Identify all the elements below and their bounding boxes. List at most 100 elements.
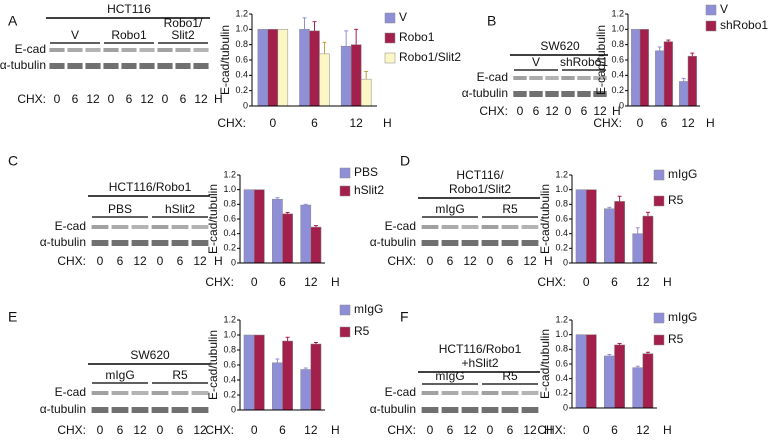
unit-label: H [214, 92, 223, 106]
bar [632, 233, 644, 264]
legend-swatch [653, 169, 665, 181]
x-tick-label: 6 [311, 116, 318, 130]
y-tick-label: 0 [563, 402, 568, 412]
legend-label: V [399, 10, 407, 24]
bar [604, 208, 615, 264]
lane-time: 12 [193, 423, 207, 437]
cell-line: +hSlit2 [461, 356, 498, 370]
x-tick-label: 6 [611, 423, 618, 437]
band [157, 48, 173, 52]
panel-letter: A [8, 13, 18, 29]
lane-time: 6 [581, 104, 588, 118]
x-unit: H [663, 423, 672, 437]
group-label: Slit2 [171, 28, 195, 42]
x-tick-label: 0 [251, 423, 258, 437]
bar [300, 204, 312, 264]
lane-time: 12 [463, 254, 477, 268]
y-tick-label: 0.2 [235, 85, 248, 95]
bar [614, 201, 625, 264]
legend-swatch [339, 185, 351, 197]
band [441, 391, 459, 395]
row-label: E-cad [55, 219, 86, 233]
band [191, 225, 209, 229]
band [521, 225, 539, 229]
y-tick-label: 0 [563, 257, 568, 267]
unit-label: H [544, 423, 553, 437]
band [49, 63, 65, 69]
bar [267, 29, 279, 107]
x-prefix: CHX: [205, 275, 234, 289]
bar [319, 53, 330, 107]
lane-time: 12 [140, 92, 154, 106]
band [111, 407, 129, 413]
x-tick-label: 12 [636, 275, 650, 289]
lane-time: 6 [447, 254, 454, 268]
legend-label: mIgG [354, 302, 383, 316]
row-label: E-cad [385, 385, 416, 399]
lane-time: 0 [162, 92, 169, 106]
lane-time: 6 [126, 92, 133, 106]
y-tick-label: 0 [231, 404, 236, 414]
lane-time: 0 [97, 254, 104, 268]
band [111, 391, 129, 395]
band [191, 407, 209, 413]
band [501, 391, 519, 395]
row-label: E-cad [477, 70, 508, 84]
lane-time: 6 [177, 423, 184, 437]
legend-label: shRobo1 [720, 18, 768, 32]
x-tick-label: 6 [279, 423, 286, 437]
y-tick-label: 1.2 [235, 8, 248, 18]
band [593, 76, 607, 80]
band [421, 407, 439, 413]
bar [604, 355, 615, 409]
x-prefix: CHX: [537, 275, 566, 289]
x-tick-label: 0 [251, 275, 258, 289]
bar [585, 334, 597, 409]
group-label: mIgG [105, 368, 134, 382]
band [421, 391, 439, 395]
lane-time: 0 [487, 423, 494, 437]
y-tick-label: 0.8 [555, 199, 568, 209]
y-tick-label: 1.2 [611, 8, 624, 18]
legend-label: hSlit2 [354, 183, 384, 197]
chx-label: CHX: [57, 423, 86, 437]
group-label: R5 [502, 202, 518, 216]
band [461, 391, 479, 395]
bar [663, 41, 673, 107]
y-tick-label: 0.6 [611, 54, 624, 64]
group-label: mIgG [435, 202, 464, 216]
x-tick-label: 0 [637, 116, 644, 130]
legend-label: V [720, 2, 728, 16]
band [545, 91, 559, 97]
group-label: Robo1 [111, 28, 147, 42]
band [111, 240, 129, 246]
band [481, 225, 499, 229]
band [481, 407, 499, 413]
x-tick-label: 6 [611, 275, 618, 289]
x-unit: H [663, 275, 672, 289]
lane-time: 12 [194, 92, 208, 106]
band [67, 63, 83, 69]
lane-time: 12 [523, 254, 537, 268]
band [193, 63, 209, 69]
bar [272, 198, 283, 264]
bar [360, 78, 372, 107]
row-label: α-tubulin [40, 235, 86, 249]
band [91, 240, 109, 246]
band [85, 63, 101, 69]
band [521, 240, 539, 246]
y-axis-label: E-cad/tubulin [218, 25, 232, 95]
cell-line: HCT116 [107, 2, 151, 16]
band [577, 91, 591, 97]
y-tick-label: 0.2 [223, 389, 236, 399]
y-tick-label: 0.4 [555, 228, 568, 238]
bar [243, 189, 255, 264]
unit-label: H [214, 423, 223, 437]
band [521, 391, 539, 395]
lane-time: 12 [593, 104, 607, 118]
lane-time: 12 [193, 254, 207, 268]
lane-time: 0 [565, 104, 572, 118]
band [461, 240, 479, 246]
y-tick-label: 0.2 [611, 85, 624, 95]
y-tick-label: 0.4 [223, 374, 236, 384]
